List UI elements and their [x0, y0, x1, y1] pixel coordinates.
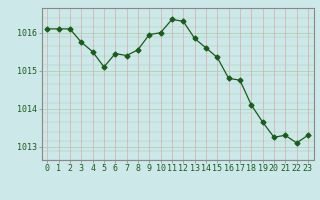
- Text: Graphe pression niveau de la mer (hPa): Graphe pression niveau de la mer (hPa): [41, 181, 279, 191]
